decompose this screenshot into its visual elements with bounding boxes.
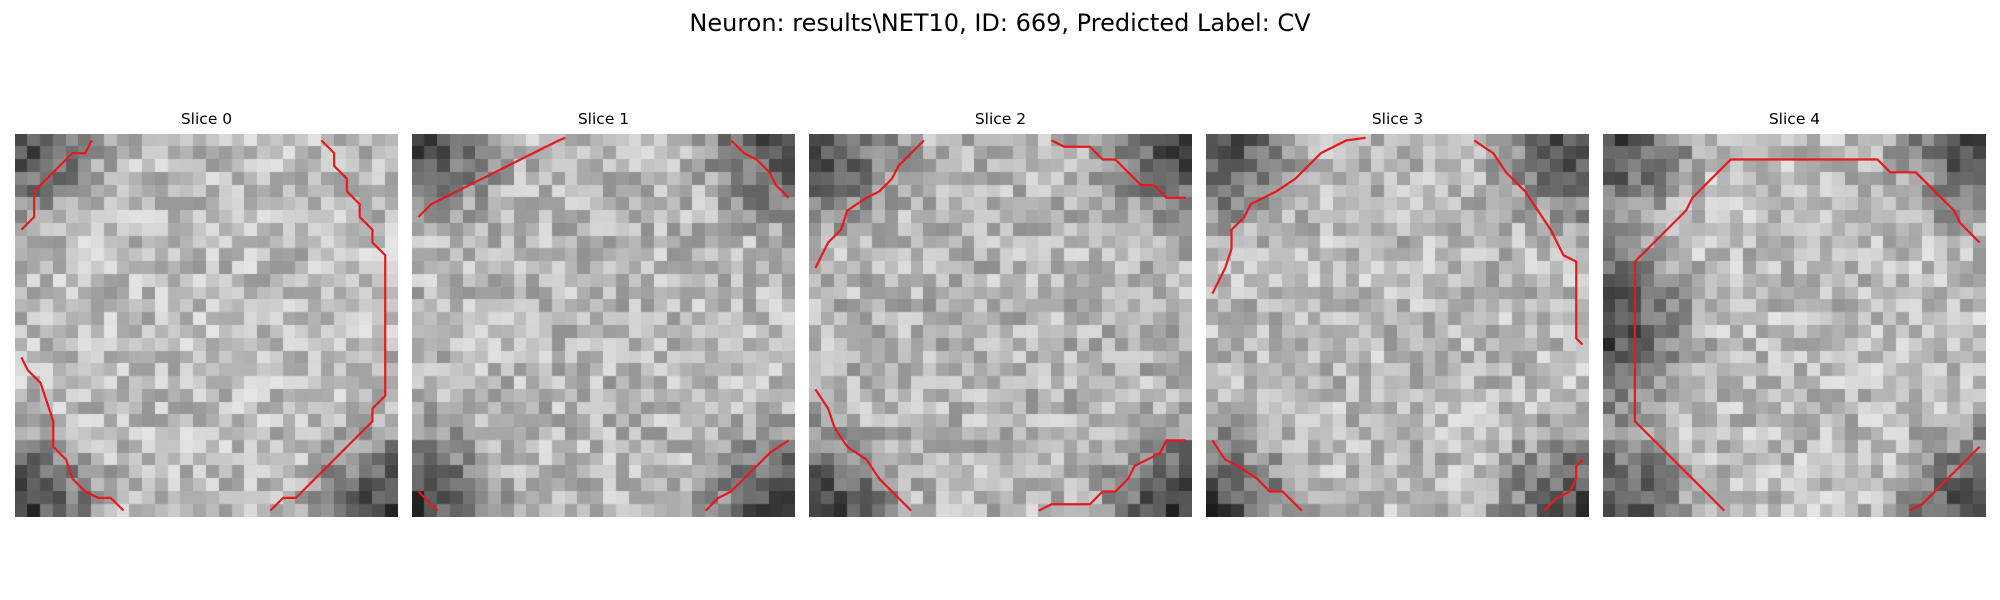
slice-image <box>809 134 1192 517</box>
slice-panel-2: Slice 2 <box>809 108 1192 517</box>
slice-panel-3: Slice 3 <box>1206 108 1589 517</box>
contour-line-2 <box>815 389 911 510</box>
contour-line-3 <box>1544 460 1582 511</box>
contour-line-0 <box>21 140 91 229</box>
contour-overlay <box>412 134 795 517</box>
contour-line-1 <box>1052 140 1186 197</box>
slice-panel-0: Slice 0 <box>15 108 398 517</box>
slice-title: Slice 0 <box>15 108 398 134</box>
contour-line-1 <box>1909 447 1979 511</box>
contour-overlay <box>1603 134 1986 517</box>
contour-line-2 <box>1212 440 1301 510</box>
contour-line-0 <box>418 138 565 217</box>
contour-line-2 <box>418 491 437 510</box>
contour-line-2 <box>21 357 123 510</box>
slice-title: Slice 2 <box>809 108 1192 134</box>
contour-line-1 <box>270 140 385 510</box>
contour-line-3 <box>1039 440 1186 510</box>
contour-line-0 <box>1635 160 1980 511</box>
contour-line-3 <box>706 440 789 510</box>
slice-title: Slice 4 <box>1603 108 1986 134</box>
contour-overlay <box>15 134 398 517</box>
contour-overlay <box>1206 134 1589 517</box>
slice-image <box>412 134 795 517</box>
contour-line-0 <box>1212 138 1365 294</box>
slice-image <box>1603 134 1986 517</box>
slice-panel-4: Slice 4 <box>1603 108 1986 517</box>
contour-line-0 <box>815 140 924 268</box>
slice-image <box>15 134 398 517</box>
contour-line-1 <box>1474 140 1583 344</box>
figure-title: Neuron: results\NET10, ID: 669, Predicte… <box>0 6 2000 40</box>
contour-line-1 <box>731 140 788 197</box>
slice-title: Slice 3 <box>1206 108 1589 134</box>
contour-overlay <box>809 134 1192 517</box>
slice-title: Slice 1 <box>412 108 795 134</box>
slice-image <box>1206 134 1589 517</box>
slice-panel-1: Slice 1 <box>412 108 795 517</box>
